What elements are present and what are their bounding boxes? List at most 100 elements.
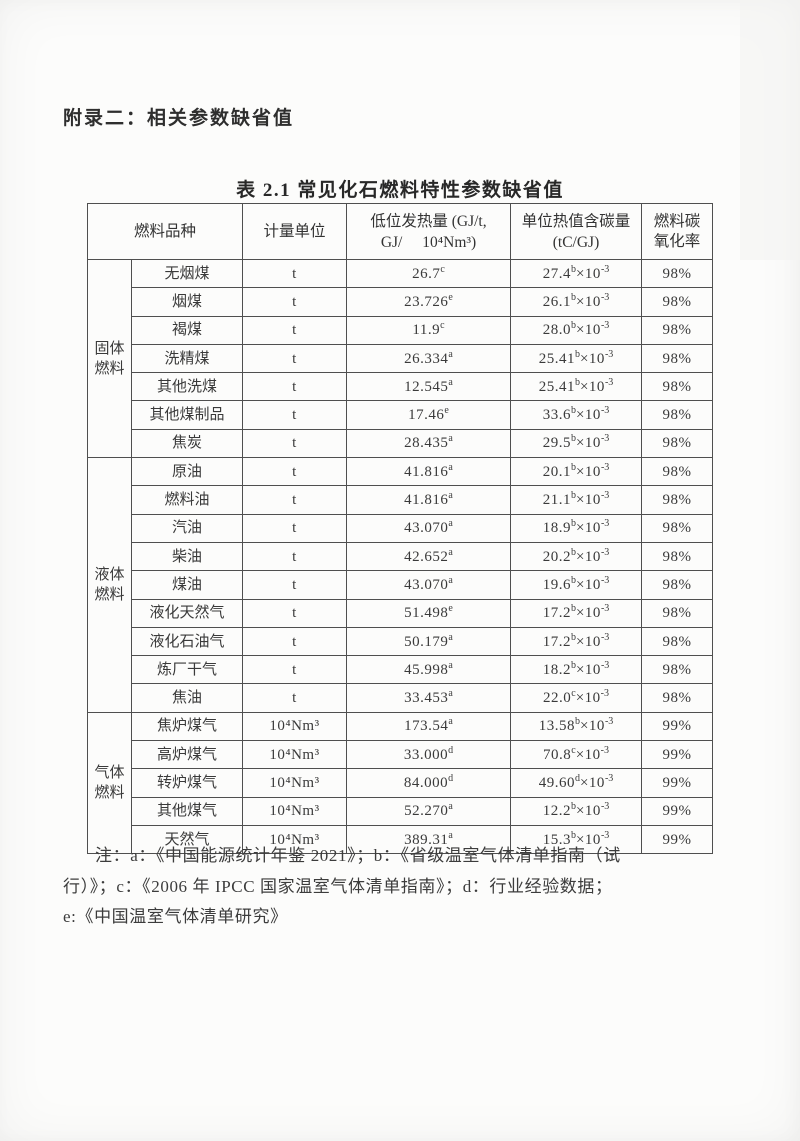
ncv-value-cell: 43.070a [346,570,511,600]
carbon-content-cell: 19.6b×10-3 [510,570,642,600]
source-superscript: -3 [600,603,610,615]
source-superscript: b [570,263,576,275]
source-superscript: b [570,461,576,473]
header-carbon-content: 单位热值含碳量 (tC/GJ) [510,203,642,260]
carbon-content-cell: 18.2b×10-3 [510,655,642,685]
ncv-value-cell: 17.46e [346,400,511,430]
carbon-content-cell: 18.9b×10-3 [510,513,642,543]
oxidation-rate-cell: 98% [641,683,713,713]
source-superscript: e [448,291,453,303]
fuel-name-cell: 转炉煤气 [131,768,243,798]
table-row: 固体燃料 无烟煤 t 26.7c 27.4b×10-3 98% [87,258,713,459]
fuel-group-label: 液体燃料 [87,457,132,713]
fuel-name-cell: 汽油 [131,513,243,543]
table-row: 转炉煤气 10⁴Nm³ 84.000d 49.60d×10-3 99% [88,768,713,798]
table-row: 其他煤气 10⁴Nm³ 52.270a 12.2b×10-3 99% [88,796,713,826]
carbon-content-cell: 17.2b×10-3 [510,626,642,657]
fuel-name-cell: 原油 [131,457,243,487]
fuel-name-cell: 液化天然气 [131,598,243,628]
source-superscript: -3 [604,348,614,360]
unit-cell: t [242,626,347,657]
source-superscript: a [448,546,453,558]
ncv-value-cell: 11.9c [346,315,511,345]
ncv-value-cell: 43.070a [346,513,511,543]
fuel-name-cell: 洗精煤 [131,343,243,374]
header-carbon-line1: 单位热值含碳量 [521,212,631,230]
source-superscript: -3 [600,744,609,756]
ncv-value-cell: 26.7c [346,258,511,289]
oxidation-rate-cell: 98% [641,287,713,317]
table-row: 褐煤 t 11.9c 28.0b×10-3 98% [88,315,713,345]
source-superscript: b [570,829,576,841]
ncv-value-cell: 52.270a [346,796,511,826]
table-row: 汽油 t 43.070a 18.9b×10-3 98% [88,513,713,543]
source-superscript: a [448,688,453,700]
source-superscript: c [571,744,576,756]
header-unit: 计量单位 [242,203,347,260]
source-superscript: -3 [600,433,610,445]
fuel-name-cell: 其他煤制品 [131,400,243,430]
unit-cell: t [242,343,347,374]
fuel-table-body: 固体燃料 无烟煤 t 26.7c 27.4b×10-3 98% 烟煤 t 23.726e 26.1… [87,258,713,855]
oxidation-rate-cell: 98% [641,655,713,685]
ncv-value-cell: 12.545a [346,372,511,402]
table-row: 液化石油气 t 50.179a 17.2b×10-3 98% [88,626,713,657]
oxidation-rate-cell: 99% [641,824,713,855]
source-superscript: a [448,716,453,728]
oxidation-rate-cell: 98% [641,315,713,345]
source-superscript: d [574,772,580,784]
oxidation-rate-cell: 99% [641,740,713,770]
carbon-content-cell: 22.0c×10-3 [510,683,642,713]
source-superscript: -3 [600,518,610,530]
carbon-content-cell: 20.1b×10-3 [510,457,642,487]
fuel-name-cell: 燃料油 [131,485,243,515]
appendix-title: 附录二：相关参数缺省值 [63,108,295,129]
carbon-content-cell: 27.4b×10-3 [510,258,642,289]
source-superscript: b [570,574,576,586]
unit-cell: 10⁴Nm³ [242,740,347,770]
source-superscript: b [570,320,576,332]
oxidation-rate-cell: 99% [641,768,713,798]
source-superscript: b [574,716,580,728]
source-superscript: -3 [600,461,610,473]
source-superscript: e [444,405,449,417]
table-row: 燃料油 t 41.816a 21.1b×10-3 98% [88,485,713,515]
table-caption: 表 2.1 常见化石燃料特性参数缺省值 [236,180,564,201]
source-superscript: b [570,801,576,813]
fuel-name-cell: 褐煤 [131,315,243,345]
source-superscript: -3 [600,801,610,813]
source-superscript: b [570,490,576,502]
table-row: 天然气 10⁴Nm³ 389.31a 15.3b×10-3 99% [88,824,713,855]
unit-cell: t [242,258,347,289]
scan-artifact [740,0,800,260]
source-superscript: d [448,744,454,756]
header-ncv-line2: GJ/ 10⁴Nm³) [380,233,477,251]
source-superscript: b [570,659,576,671]
unit-cell: t [242,683,347,713]
fuel-name-cell: 其他煤气 [131,796,243,826]
unit-cell: t [242,655,347,685]
fuel-name-cell: 其他洗煤 [131,372,243,402]
fuel-name-cell: 焦炉煤气 [131,711,243,742]
carbon-content-cell: 12.2b×10-3 [510,796,642,826]
carbon-content-cell: 33.6b×10-3 [510,400,642,430]
source-superscript: c [571,688,576,700]
source-superscript: b [570,433,576,445]
fuel-name-cell: 液化石油气 [131,626,243,657]
table-header: 燃料品种 计量单位 低位发热量 (GJ/t, GJ/ 10⁴Nm³) 单位热值含… [87,203,713,260]
unit-cell: t [242,400,347,430]
carbon-content-cell: 29.5b×10-3 [510,428,642,459]
oxidation-rate-cell: 98% [641,598,713,628]
table-row: 焦炭 t 28.435a 29.5b×10-3 98% [88,428,713,459]
source-superscript: -3 [600,320,610,332]
source-superscript: -3 [604,376,614,388]
source-superscript: a [448,433,453,445]
table-footnote: 注：a：《中国能源统计年鉴 2021》；b：《省级温室气体清单指南（试 行）》；… [63,841,743,933]
ncv-value-cell: 26.334a [346,343,511,374]
source-superscript: c [440,320,445,332]
carbon-content-cell: 25.41b×10-3 [510,372,642,402]
table-row: 煤油 t 43.070a 19.6b×10-3 98% [88,570,713,600]
source-superscript: -3 [600,829,610,841]
fuel-group-label: 固体燃料 [87,258,132,459]
